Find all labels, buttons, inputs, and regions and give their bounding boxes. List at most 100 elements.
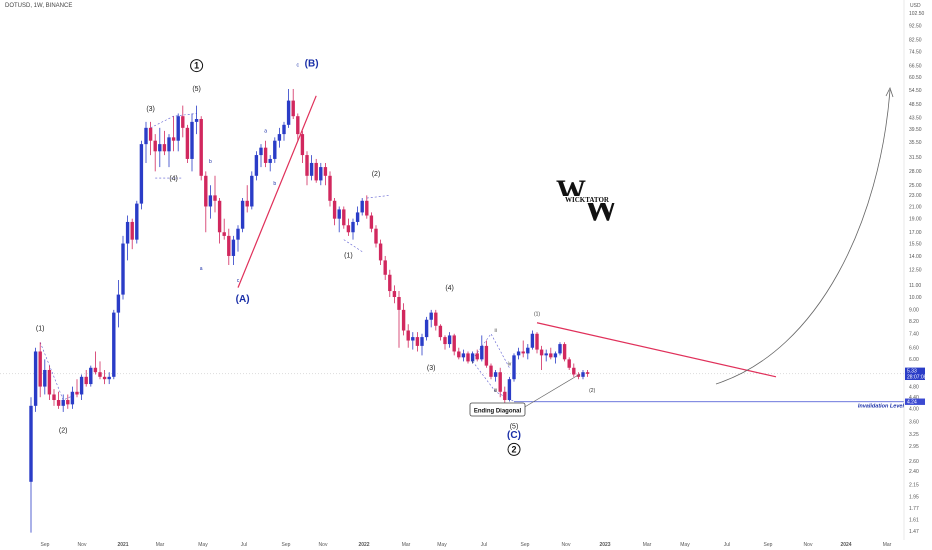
candle-body <box>342 209 346 226</box>
candle-body <box>521 351 525 354</box>
candle-body <box>300 134 305 156</box>
y-tick-label: 54.50 <box>909 88 922 94</box>
candle-body <box>250 175 254 207</box>
wave-label: (5) <box>510 424 519 431</box>
candle-body <box>415 337 420 346</box>
wave-label: (1) <box>36 326 45 333</box>
y-tick-label: 10.00 <box>909 295 922 301</box>
wave-labels-layer: (1)(2)(3)(4)(5)1(A)(B)(1)(2)(3)(4)(5)(C)… <box>36 59 596 456</box>
candle-body <box>66 400 70 405</box>
candle-body <box>33 351 38 406</box>
candle-body <box>89 367 93 385</box>
candle-body <box>355 212 360 222</box>
y-tick-label: 25.00 <box>909 183 922 189</box>
candle-body <box>273 140 277 159</box>
candle-body <box>457 351 461 358</box>
candle-body <box>535 333 539 350</box>
candle-body <box>38 351 42 387</box>
x-tick-label: Mar <box>643 542 652 548</box>
y-tick-label: 2.15 <box>909 482 919 488</box>
candle-body <box>328 175 332 201</box>
candle-body <box>29 405 33 482</box>
symbol-title: DOTUSD, 1W, BINANCE <box>5 3 73 9</box>
wave-label: (C) <box>507 430 521 441</box>
candle-body <box>429 312 433 320</box>
logo-text: WICKTATOR <box>565 196 610 204</box>
price-axis: 102.50 92.50 82.50 74.50 66.50 60.50 54.50 48.5… <box>903 0 927 540</box>
x-tick-label: May <box>680 542 690 548</box>
y-tick-label: 6.60 <box>909 346 919 352</box>
candle-body <box>112 312 116 377</box>
projection-arrowhead <box>885 86 894 98</box>
y-tick-label: 2.60 <box>909 459 919 465</box>
candle-body <box>530 333 535 348</box>
candle-body <box>305 155 309 176</box>
candle-body <box>337 209 341 219</box>
wave-label: (2) <box>59 427 68 434</box>
x-tick-label: Sep <box>41 542 50 548</box>
trend-line <box>237 95 317 288</box>
candle-body <box>190 121 194 159</box>
candle-body <box>296 116 300 135</box>
y-tick-label: 43.50 <box>909 115 922 121</box>
candle-body <box>213 195 217 201</box>
candle-body <box>452 335 456 352</box>
candle-body <box>434 312 438 326</box>
x-tick-label: Nov <box>78 542 87 548</box>
wicktator-logo: W W WICKTATOR <box>554 174 620 228</box>
minor-wave-label: a <box>264 128 267 134</box>
y-tick-label: 3.25 <box>909 432 919 438</box>
wave-label: (5) <box>192 86 201 93</box>
candle-body <box>79 376 84 395</box>
candle-body <box>148 127 153 141</box>
candle-body <box>259 147 263 156</box>
y-tick-label: 1.61 <box>909 518 919 524</box>
candle-body <box>102 376 107 380</box>
candle-body <box>493 372 498 377</box>
candle-body <box>406 330 410 341</box>
x-tick-label: 2024 <box>840 542 851 548</box>
time-axis: Sep Nov 2021 Mar May Jul Sep Nov 2022 Mar May Jul Se… <box>41 542 892 548</box>
candle-body <box>567 359 571 368</box>
y-tick-label: 19.00 <box>909 216 922 222</box>
x-tick-label: Sep <box>521 542 530 548</box>
invalidation-level-label: Invalidation Level <box>858 404 905 410</box>
candle-body <box>167 137 171 152</box>
currency-label: USD <box>910 3 921 9</box>
candle-body <box>332 200 337 219</box>
candle-body <box>176 116 180 141</box>
candle-body <box>61 400 65 406</box>
candle-body <box>135 203 139 240</box>
candle-body <box>351 221 355 233</box>
price-tag <box>905 367 925 375</box>
y-tick-label: 39.50 <box>909 127 922 133</box>
candle-body <box>84 376 88 385</box>
y-tick-label: 4.80 <box>909 384 919 390</box>
candle-body <box>309 162 314 176</box>
candle-body <box>93 367 98 373</box>
x-tick-label: Nov <box>804 542 813 548</box>
candle-body <box>553 353 558 358</box>
candle-body <box>383 260 387 275</box>
candle-body <box>420 337 424 346</box>
minor-wave-label: b <box>273 181 276 187</box>
y-tick-label: 9.00 <box>909 308 919 314</box>
candle-body <box>585 372 590 374</box>
y-tick-label: 14.00 <box>909 254 922 260</box>
candle-body <box>144 127 148 145</box>
x-tick-label: Mar <box>156 542 165 548</box>
wave-label: (1) <box>344 253 353 260</box>
candle-body <box>470 353 475 362</box>
y-tick-label: 12.50 <box>909 268 922 274</box>
price-tag <box>905 373 925 381</box>
minor-wave-label: c <box>297 63 300 69</box>
wave-circle-marker <box>190 59 204 73</box>
candle-body <box>236 228 240 240</box>
y-tick-label: 74.50 <box>909 50 922 56</box>
candle-body <box>369 215 374 229</box>
candle-body <box>282 124 286 135</box>
y-tick-label: 21.00 <box>909 204 922 210</box>
minor-wave-label: c <box>237 278 240 284</box>
candle-body <box>498 372 502 392</box>
